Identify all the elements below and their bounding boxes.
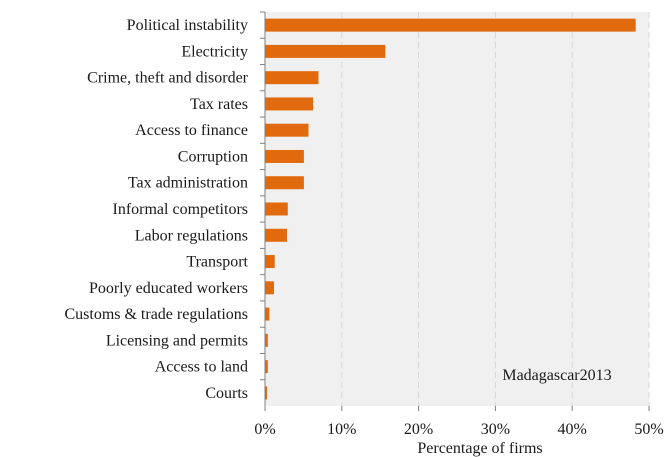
gridlines — [341, 12, 650, 406]
bar — [265, 255, 275, 269]
category-label: Access to finance — [135, 122, 248, 139]
category-label: Poorly educated workers — [89, 280, 248, 297]
category-label: Access to land — [155, 359, 248, 376]
category-label: Electricity — [181, 43, 248, 60]
category-label: Customs & trade regulations — [64, 306, 248, 323]
x-tick-label: 10% — [327, 421, 356, 438]
plot-background — [265, 12, 649, 406]
x-tick-label: 50% — [634, 421, 663, 438]
category-label: Labor regulations — [135, 227, 248, 244]
x-tick-label: 0% — [254, 421, 275, 438]
x-tick-label: 30% — [481, 421, 510, 438]
chart-annotation: Madagascar2013 — [502, 367, 611, 384]
category-label: Tax administration — [128, 175, 248, 192]
bar — [265, 202, 288, 216]
x-tick-labels: 0% 10% 20% 30% 40% 50% — [254, 406, 664, 438]
bar — [265, 71, 319, 85]
bar — [265, 281, 274, 295]
category-label: Tax rates — [190, 96, 248, 113]
category-label: Political instability — [127, 17, 248, 34]
category-label: Licensing and permits — [106, 332, 248, 349]
bar — [265, 386, 268, 400]
category-label: Crime, theft and disorder — [87, 70, 249, 87]
bar — [265, 307, 270, 321]
bars — [265, 18, 636, 400]
category-label: Corruption — [178, 148, 248, 165]
bar — [265, 44, 386, 58]
x-tick-label: 40% — [558, 421, 587, 438]
bar — [265, 228, 288, 242]
category-label: Transport — [186, 254, 248, 271]
category-label: Informal competitors — [112, 201, 248, 218]
bar — [265, 333, 268, 347]
x-tick-label: 20% — [404, 421, 433, 438]
x-axis-title: Percentage of firms — [417, 440, 542, 457]
bar — [265, 149, 304, 163]
bar — [265, 360, 268, 374]
bar — [265, 97, 314, 111]
category-label: Courts — [205, 385, 248, 402]
category-labels: Political instability Electricity Crime, t… — [64, 11, 265, 402]
bar — [265, 18, 636, 32]
bar — [265, 176, 304, 190]
bar — [265, 123, 309, 137]
